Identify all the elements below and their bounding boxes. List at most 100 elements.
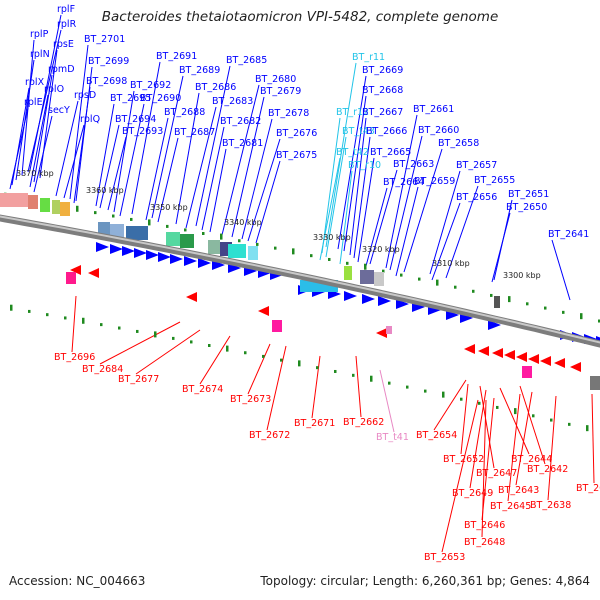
forward-leader-line xyxy=(209,148,227,233)
reverse-leader-line xyxy=(591,393,595,484)
reverse-rna-block xyxy=(66,272,76,284)
forward-leader-line xyxy=(319,157,341,261)
scale-label: 3300 kbp xyxy=(503,271,541,280)
forward-gene-arrow xyxy=(198,258,211,268)
forward-gene-label: BT_r12 xyxy=(336,107,369,118)
forward-gene-arrow xyxy=(134,248,147,258)
forward-gene-label: BT_2679 xyxy=(260,86,301,97)
forward-leader-line xyxy=(107,136,127,211)
forward-gene-label: BT_2675 xyxy=(276,150,317,161)
forward-gene-arrow xyxy=(378,296,391,306)
reverse-leader-line xyxy=(469,389,487,489)
upper-tick xyxy=(418,277,421,281)
reverse-gene-arrow xyxy=(478,346,489,356)
forward-gene-arrow xyxy=(110,244,123,254)
forward-leader-line xyxy=(29,94,49,188)
gene-features xyxy=(0,193,600,390)
backbone-band xyxy=(0,214,600,348)
forward-gene-label: BT_2686 xyxy=(195,82,236,93)
lower-tick xyxy=(442,391,445,398)
reverse-gene-label: BT_2662 xyxy=(343,417,384,428)
upper-tick xyxy=(562,310,565,314)
forward-leader-line xyxy=(325,62,357,248)
forward-leader-line xyxy=(131,61,161,215)
lower-tick xyxy=(352,373,355,377)
upper-tick xyxy=(454,285,457,289)
upper-tick xyxy=(472,289,475,293)
reverse-rna-block xyxy=(272,320,282,332)
reverse-gene-label: BT_2642 xyxy=(527,464,568,475)
forward-gene-label: BT_2664 xyxy=(383,177,424,188)
forward-gene-label: BT_2693 xyxy=(122,126,163,137)
scale-label: 3320 kbp xyxy=(362,245,400,254)
upper-tick xyxy=(364,263,367,270)
forward-gene-label: BT_t43 xyxy=(342,126,375,137)
forward-gene-label: BT_2659 xyxy=(414,176,455,187)
forward-gene-label: BT_2685 xyxy=(226,55,267,66)
reverse-leader-line xyxy=(355,355,362,418)
gene-labels: 3370 kbp 3360 kbp 3350 kbp 3340 kbp 3330 kbp… xyxy=(16,4,600,563)
reverse-leader-line xyxy=(499,387,530,455)
upper-tick xyxy=(310,254,313,258)
genome-backbone xyxy=(0,214,600,348)
accession-text: Accession: NC_004663 xyxy=(9,574,146,588)
gene-cluster-block xyxy=(98,222,110,236)
forward-gene-arrow xyxy=(460,313,473,323)
lower-tick xyxy=(370,375,373,382)
reverse-leader-line xyxy=(71,295,77,353)
upper-tick xyxy=(94,211,97,215)
forward-leader-line xyxy=(339,170,353,265)
lower-tick xyxy=(226,345,229,352)
gene-cluster-block xyxy=(590,376,600,390)
reverse-gene-arrow xyxy=(88,268,99,278)
reverse-gene-label: BT_2643 xyxy=(498,485,539,496)
reverse-gene-arrow xyxy=(540,356,551,366)
reverse-gene-label: BT_2645 xyxy=(490,501,531,512)
upper-tick xyxy=(598,319,600,323)
forward-gene-label: BT_2655 xyxy=(474,175,515,186)
upper-tick xyxy=(526,302,529,306)
forward-gene-label: BT_2687 xyxy=(174,127,215,138)
upper-tick xyxy=(202,231,205,235)
reverse-gene-arrow xyxy=(464,344,475,354)
forward-gene-arrow xyxy=(146,250,159,260)
reverse-leader-line xyxy=(135,329,201,375)
forward-gene-label: BT_2658 xyxy=(438,138,479,149)
forward-leader-line xyxy=(445,185,479,279)
reverse-leader-line xyxy=(547,395,557,501)
lower-tick xyxy=(280,358,283,362)
forward-gene-label: rplR xyxy=(57,19,77,30)
reverse-gene-label: BT_2649 xyxy=(452,488,493,499)
forward-gene-arrow xyxy=(362,294,375,304)
forward-gene-arrow xyxy=(122,246,135,256)
gene-cluster-block xyxy=(180,234,194,248)
upper-tick xyxy=(400,273,403,277)
forward-leader-line xyxy=(353,136,371,259)
forward-leader-line xyxy=(403,148,443,273)
forward-gene-label: BT_2663 xyxy=(393,159,434,170)
forward-gene-label: BT_2641 xyxy=(548,229,589,240)
lower-tick xyxy=(424,389,427,393)
forward-gene-label: BT_2667 xyxy=(362,107,403,118)
forward-leader-line xyxy=(113,90,135,213)
forward-leader-line xyxy=(231,96,265,238)
upper-tick xyxy=(274,246,277,250)
forward-gene-label: BT_2689 xyxy=(179,65,220,76)
reverse-gene-label: BT_2633 xyxy=(576,483,600,494)
forward-gene-label: BT_2690 xyxy=(140,93,181,104)
reverse-leader-line xyxy=(481,397,495,521)
forward-gene-label: BT_2676 xyxy=(276,128,317,139)
reverse-leader-line xyxy=(311,355,321,419)
genome-title: Bacteroides thetaiotaomicron VPI-5482, c… xyxy=(101,9,499,25)
reverse-gene-arrow xyxy=(528,354,539,364)
lower-tick xyxy=(10,304,13,311)
reverse-gene-label: BT_2648 xyxy=(464,537,505,548)
reverse-gene-arrow xyxy=(516,352,527,362)
forward-leader-line xyxy=(201,126,225,231)
reverse-leader-line xyxy=(519,385,546,465)
upper-tick xyxy=(220,233,223,240)
scale-label: 3340 kbp xyxy=(224,218,262,227)
forward-leader-line xyxy=(95,103,115,207)
reverse-gene-label: BT_2647 xyxy=(476,468,517,479)
